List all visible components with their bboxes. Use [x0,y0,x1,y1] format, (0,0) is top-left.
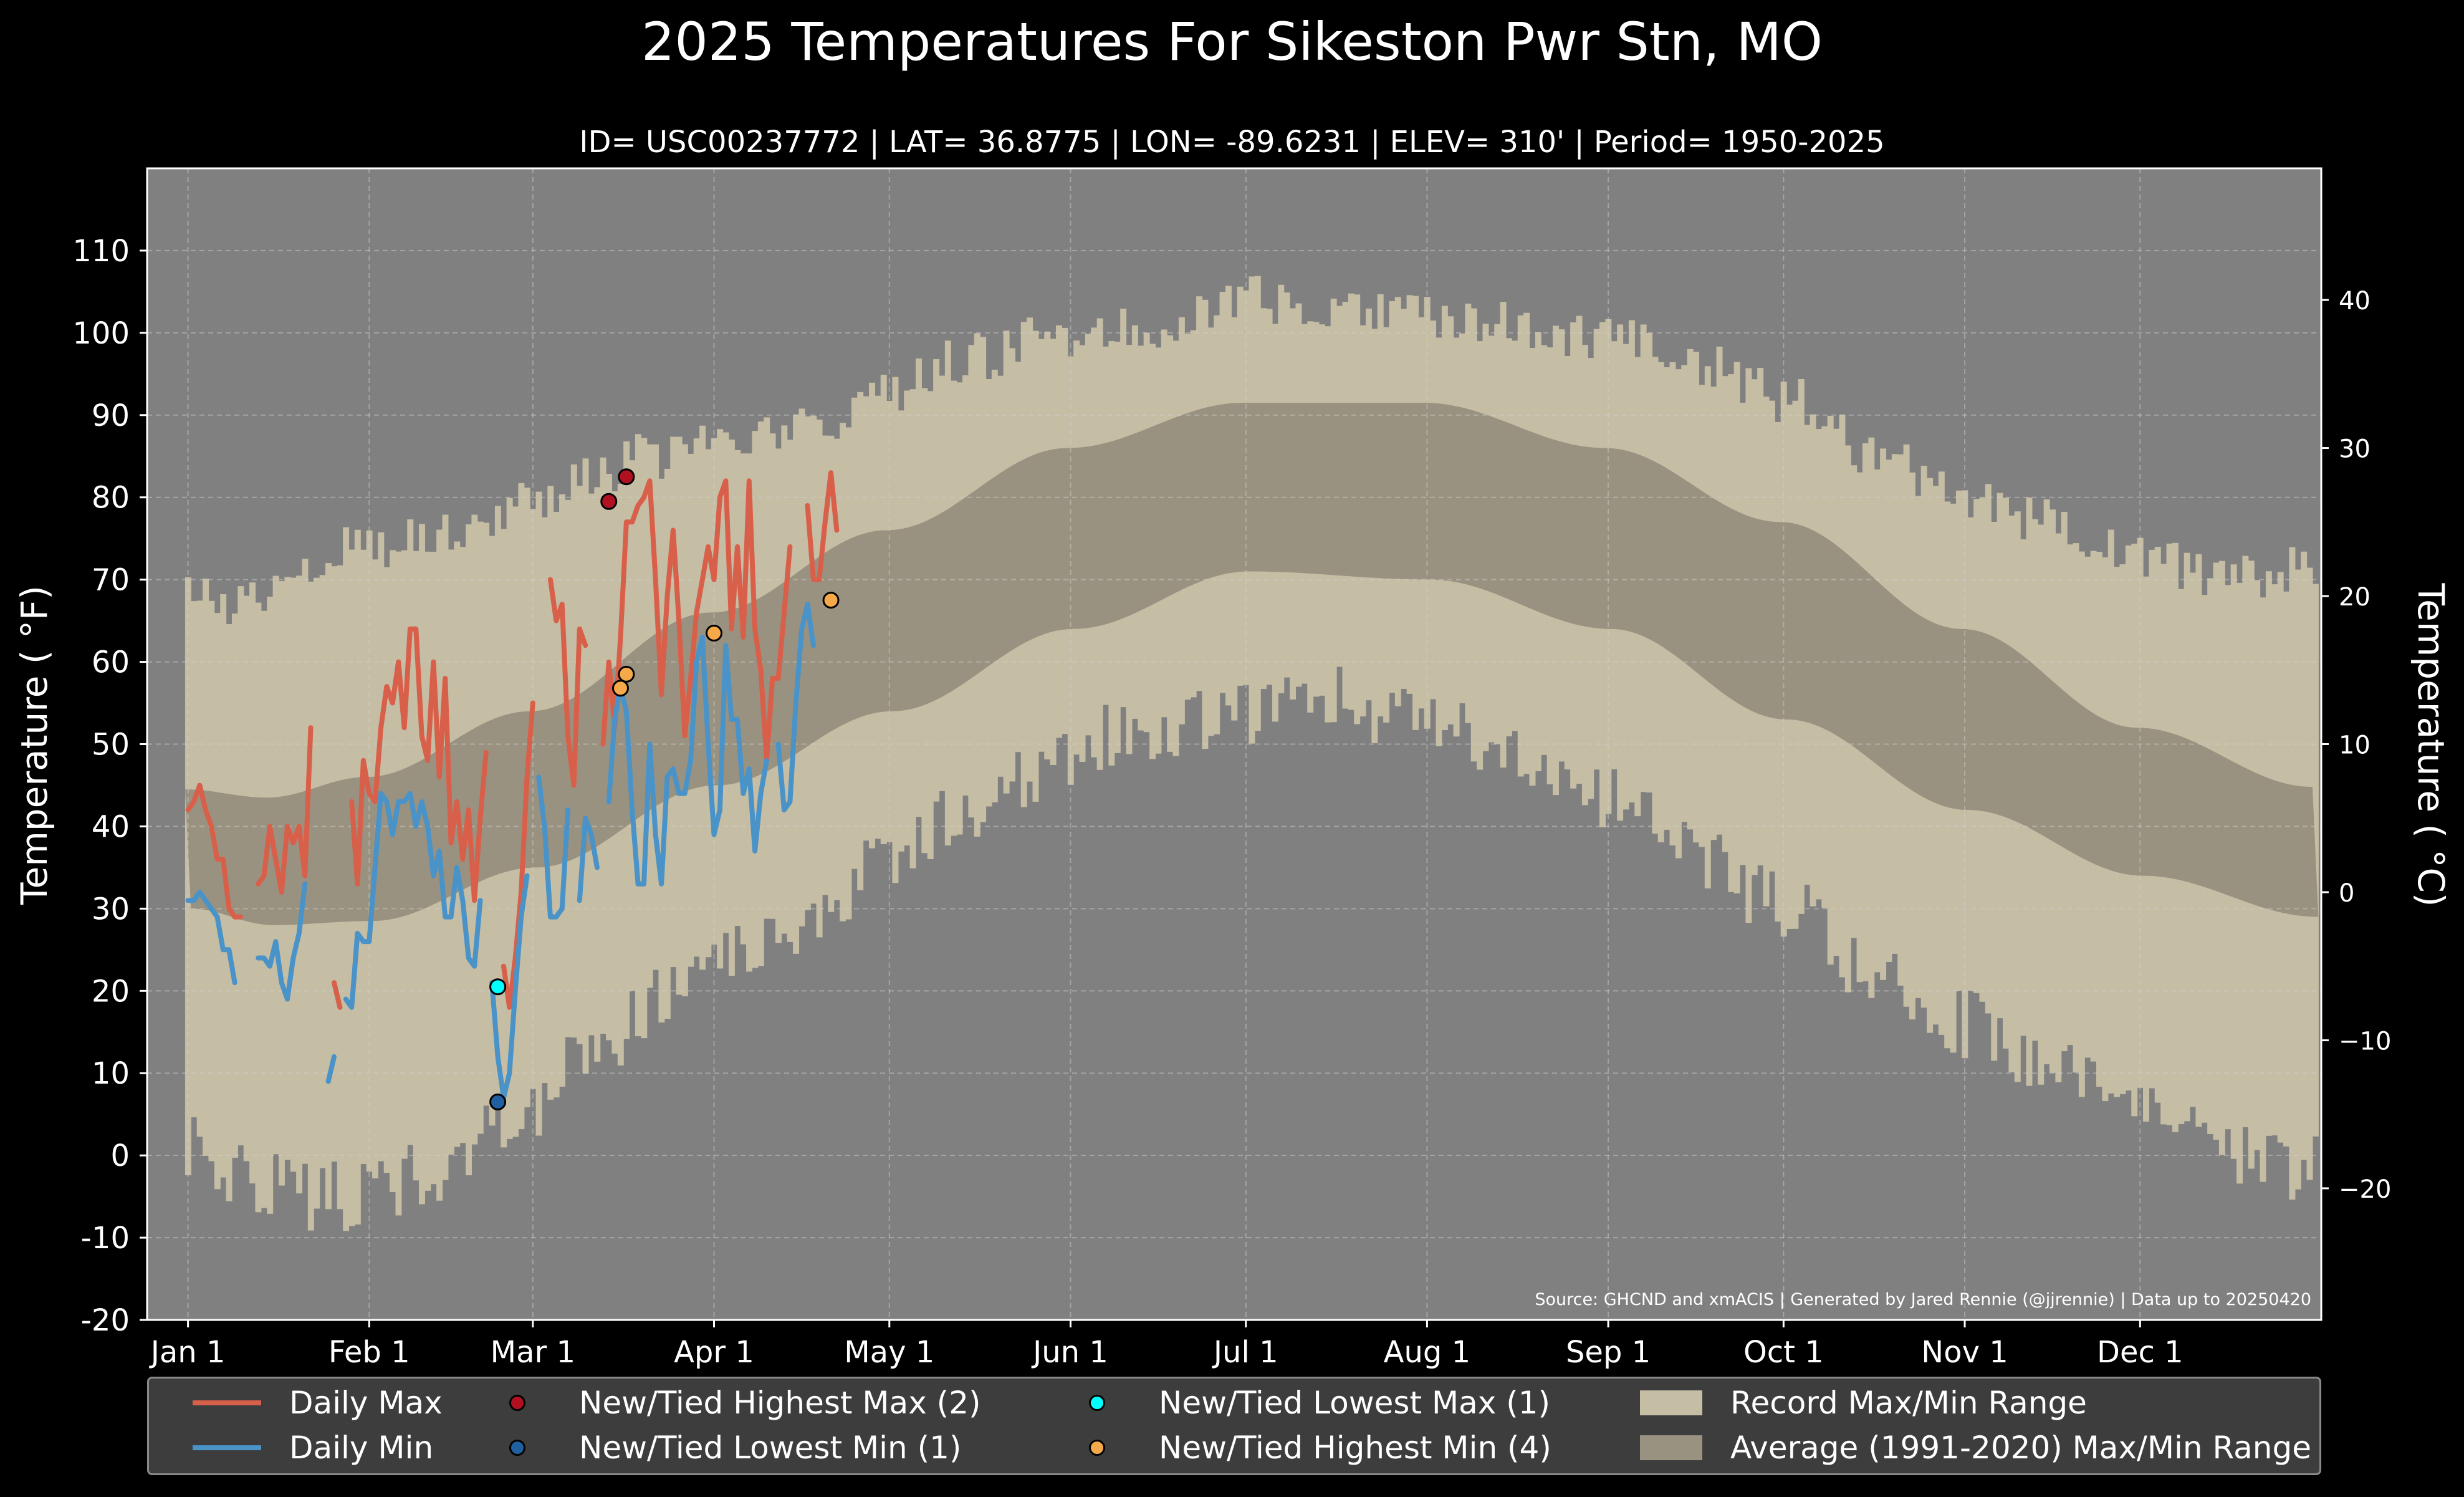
legend-label: New/Tied Highest Min (4) [1159,1430,1551,1466]
legend-item-normal-range: Average (1991-2020) Max/Min Range [1640,1430,2311,1466]
daily-min-line [343,791,483,1010]
legend-item-highest-max: New/Tied Highest Max (2) [486,1385,981,1421]
chart-title: 2025 Temperatures For Sikeston Pwr Stn, … [641,11,1823,72]
normal-range-band [185,403,2319,925]
normal-range-swatch [1640,1435,1702,1460]
y-tick-label-right: 10 [2339,731,2371,760]
y-tick-label: 90 [92,398,130,433]
legend-label: New/Tied Highest Max (2) [579,1385,981,1421]
daily-max-line [805,470,840,582]
y-tick-label: 20 [92,974,130,1009]
daily-max-line [600,478,793,763]
legend-item-lowest-min: New/Tied Lowest Min (1) [486,1430,961,1466]
y-tick-label-right: −10 [2339,1027,2391,1056]
daily-max-line [548,577,588,788]
highest-max-marker [600,493,618,510]
normal-range-area [185,403,2319,925]
y-axis-label-right: Temperature ( °C) [2410,582,2452,907]
daily-min-line [775,602,816,812]
highest-max-marker [618,468,635,486]
y-tick-label: 100 [72,316,130,351]
x-tick-label: Apr 1 [674,1335,754,1370]
legend-label: Daily Min [289,1430,434,1466]
legend-label: Daily Max [289,1385,443,1421]
source-note: Source: GHCND and xmACIS | Generated by … [1535,1290,2311,1309]
lowest-max-marker [489,978,507,996]
highest-min-marker [618,665,635,683]
y-axis-label-left: Temperature ( °F) [13,585,55,905]
x-tick-label: Jan 1 [149,1335,226,1370]
daily-max-line [332,980,343,1010]
x-tick-label: Nov 1 [1921,1335,2008,1370]
y-tick-label: 50 [92,728,130,763]
daily-min-line [577,816,600,903]
daily-max-line [185,782,243,920]
daily-min-line [256,881,308,1002]
daily-min-line [536,774,571,920]
y-tick-label: -10 [81,1221,130,1256]
daily-min-line [185,890,237,986]
y-tick-label: 70 [92,563,130,598]
y-tick-label: 80 [92,481,130,516]
daily-min-line [325,1054,337,1084]
legend-label: Average (1991-2020) Max/Min Range [1730,1430,2311,1466]
x-tick-label: Jun 1 [1031,1335,1108,1370]
x-tick-label: Oct 1 [1743,1335,1824,1370]
x-tick-label: Feb 1 [328,1335,410,1370]
y-tick-label: -20 [81,1303,130,1338]
y-tick-label-right: 0 [2339,879,2354,908]
lowest-min-marker [489,1093,507,1110]
x-tick-label: Sep 1 [1566,1335,1651,1370]
daily-max-line [349,626,489,903]
highest-min-marker [611,680,629,697]
y-tick-label-right: 30 [2339,435,2371,464]
record-markers [489,468,840,1110]
legend-item-daily-max: Daily Max [193,1385,443,1421]
y-tick-label: 40 [92,809,130,844]
y-tick-label: 10 [92,1056,130,1091]
axes: -20 -10 0 10 20 30 40 50 60 70 80 90 100 110 −20 −10 0 10… [72,167,2391,1370]
highest-min-marker [706,624,723,642]
legend-item-record-range: Record Max/Min Range [1640,1385,2087,1421]
y-tick-label: 30 [92,892,130,927]
legend-label: Record Max/Min Range [1730,1385,2087,1421]
daily-min-swatch [193,1445,261,1450]
chart-subtitle: ID= USC00237772 | LAT= 36.8775 | LON= -8… [579,125,1885,160]
highest-min-marker [822,592,840,609]
daily-max-line [256,725,314,895]
x-tick-label: Jul 1 [1212,1335,1278,1370]
legend-label: New/Tied Lowest Max (1) [1159,1385,1551,1421]
y-tick-label: 60 [92,645,130,680]
legend-item-highest-min: New/Tied Highest Min (4) [1065,1430,1551,1466]
legend-item-lowest-max: New/Tied Lowest Max (1) [1065,1385,1550,1421]
lowest-max-marker [1089,1395,1105,1411]
y-tick-label-right: 20 [2339,583,2371,612]
x-tick-label: Dec 1 [2097,1335,2184,1370]
lowest-min-marker [509,1440,525,1456]
daily-series [185,470,840,1100]
daily-min-line [489,873,530,1100]
x-tick-label: May 1 [844,1335,934,1370]
daily-max-swatch [193,1400,261,1405]
y-tick-label-right: −20 [2339,1175,2391,1204]
legend-item-daily-min: Daily Min [193,1430,433,1466]
record-range-bar [185,577,191,1175]
record-range-swatch [1640,1390,1702,1415]
x-tick-label: Aug 1 [1384,1335,1471,1370]
x-tick-label: Mar 1 [491,1335,575,1370]
legend-label: New/Tied Lowest Min (1) [579,1430,962,1466]
y-tick-label: 0 [110,1138,130,1173]
y-tick-label-right: 40 [2339,287,2371,315]
legend: Daily Max Daily Min New/Tied Highest Max… [147,1377,2321,1475]
y-tick-label: 110 [72,234,130,269]
highest-max-marker [509,1395,525,1411]
daily-min-line [606,635,769,887]
highest-min-marker [1089,1440,1105,1456]
